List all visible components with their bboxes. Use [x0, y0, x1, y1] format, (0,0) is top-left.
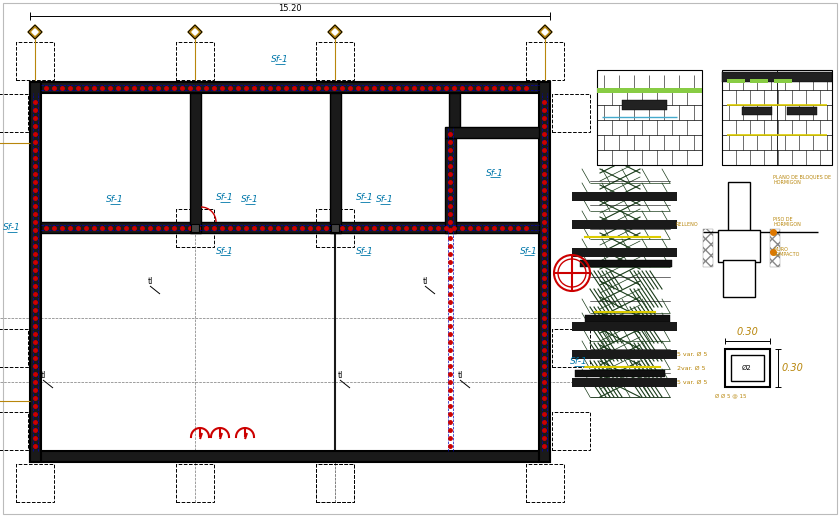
Text: tl: tl [40, 371, 45, 380]
Bar [539, 82, 550, 462]
Bar [526, 42, 564, 80]
Text: Sf-1: Sf-1 [570, 357, 588, 367]
Text: tl: tl [457, 371, 463, 380]
Bar [572, 220, 677, 229]
Bar [572, 350, 677, 359]
Polygon shape [32, 29, 38, 35]
Bar [718, 230, 760, 262]
Text: Sf-1: Sf-1 [271, 55, 289, 65]
Bar [723, 260, 755, 297]
Text: Sf-1: Sf-1 [106, 195, 123, 205]
Text: Sf-1: Sf-1 [356, 247, 374, 255]
Bar [750, 79, 768, 83]
Polygon shape [192, 29, 198, 35]
Polygon shape [28, 25, 42, 39]
Text: tl: tl [147, 277, 153, 286]
Bar [725, 349, 770, 387]
Bar [191, 224, 199, 232]
Bar [190, 93, 201, 233]
Polygon shape [188, 25, 202, 39]
Text: Sf-1: Sf-1 [356, 193, 374, 203]
Text: Ø2: Ø2 [742, 365, 752, 371]
Bar [0, 412, 28, 450]
Bar [722, 70, 832, 165]
Bar [41, 222, 539, 233]
Bar [30, 82, 41, 462]
Bar [722, 72, 832, 82]
Text: Sf-1: Sf-1 [241, 195, 259, 205]
Bar [703, 229, 713, 267]
Bar [597, 70, 702, 165]
Bar [728, 182, 750, 232]
Text: HORMIGON: HORMIGON [773, 179, 801, 185]
Text: tl: tl [423, 277, 428, 286]
Bar [597, 88, 702, 93]
Bar [316, 464, 354, 502]
Text: 15.20: 15.20 [278, 4, 302, 13]
Polygon shape [328, 25, 342, 39]
Bar [552, 329, 590, 367]
Text: Sf-1: Sf-1 [376, 195, 394, 205]
Bar [331, 224, 339, 232]
Bar [572, 378, 677, 387]
Bar [731, 355, 764, 381]
Text: 2var. Ø 5: 2var. Ø 5 [677, 366, 706, 371]
Bar [449, 127, 456, 138]
Bar [575, 370, 665, 377]
Bar [572, 192, 677, 201]
Text: Sf-1: Sf-1 [486, 169, 504, 177]
Bar [316, 209, 354, 247]
Polygon shape [332, 29, 339, 35]
Bar [774, 79, 792, 83]
Bar [572, 248, 677, 257]
Bar [787, 107, 817, 115]
Bar [572, 322, 677, 331]
Text: 5 var. Ø 5: 5 var. Ø 5 [677, 379, 707, 385]
Bar [16, 42, 54, 80]
Bar [0, 94, 28, 132]
Polygon shape [542, 29, 549, 35]
Bar [30, 451, 550, 462]
Text: MURO
COMPACTO: MURO COMPACTO [773, 247, 801, 257]
Text: 5 var. Ø 5: 5 var. Ø 5 [677, 352, 707, 357]
Text: Sf-1: Sf-1 [3, 223, 21, 233]
Bar [445, 127, 539, 138]
Bar [585, 315, 670, 322]
Text: tl: tl [338, 371, 343, 380]
Bar [449, 93, 460, 127]
Text: Sf-1: Sf-1 [216, 193, 234, 203]
Bar [16, 464, 54, 502]
Bar [552, 94, 590, 132]
Text: Sf-1: Sf-1 [520, 247, 538, 255]
Bar [727, 79, 745, 83]
Text: PLANO DE BLOQUES DE: PLANO DE BLOQUES DE [773, 175, 831, 179]
Text: PISO DE
HORMIGON: PISO DE HORMIGON [773, 217, 801, 227]
Bar [742, 107, 772, 115]
Text: RELLENO: RELLENO [675, 222, 698, 227]
Bar [176, 209, 214, 247]
Bar [526, 464, 564, 502]
Bar [552, 412, 590, 450]
Bar [580, 260, 672, 267]
Polygon shape [538, 25, 552, 39]
Bar [176, 464, 214, 502]
Text: Sf-1: Sf-1 [216, 247, 234, 255]
Bar [30, 82, 550, 93]
Text: Ø Ø 5 @ 15: Ø Ø 5 @ 15 [715, 393, 747, 398]
Bar [622, 100, 667, 110]
Bar [316, 42, 354, 80]
Bar [330, 93, 341, 233]
Bar [0, 329, 28, 367]
Bar [770, 229, 780, 267]
Bar [445, 138, 456, 233]
Bar [316, 464, 354, 502]
Bar [176, 42, 214, 80]
Text: 0.30: 0.30 [736, 327, 758, 337]
Text: 0.30: 0.30 [782, 363, 804, 373]
